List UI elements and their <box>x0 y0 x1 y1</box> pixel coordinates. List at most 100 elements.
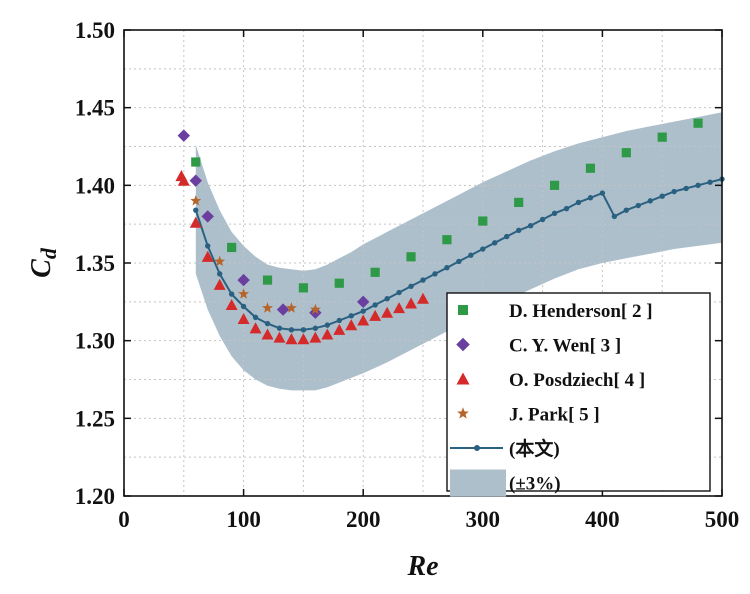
triangle-point <box>369 309 382 321</box>
legend-label: (本文) <box>509 437 560 460</box>
present-study-point <box>683 185 689 192</box>
legend-swatch-band <box>450 469 506 497</box>
present-study-point <box>444 264 450 271</box>
present-study-point <box>240 303 247 310</box>
triangle-point <box>213 278 226 290</box>
present-study-point <box>659 193 665 199</box>
triangle-point <box>333 323 346 335</box>
triangle-point <box>261 328 274 340</box>
present-study-point <box>671 188 677 195</box>
diamond-point <box>356 295 370 309</box>
present-study-point <box>695 182 701 189</box>
present-study-point <box>551 210 558 216</box>
x-axis-title: Re <box>406 551 438 582</box>
y-axis-title: Cd <box>26 247 61 278</box>
triangle-point <box>417 292 429 304</box>
present-study-point <box>527 223 534 229</box>
square-point <box>442 235 452 245</box>
triangle-point <box>189 216 202 228</box>
present-study-point <box>480 246 486 252</box>
triangle-point <box>309 331 322 343</box>
present-study-point <box>432 271 438 277</box>
y-tick-label: 1.35 <box>75 251 115 276</box>
present-study-point <box>504 233 510 240</box>
present-study-point <box>228 291 235 297</box>
square-point <box>298 283 308 293</box>
present-study-point <box>276 325 283 331</box>
triangle-point <box>237 312 250 325</box>
star-point <box>262 302 273 313</box>
legend-label: O. Posdziech[ 4 ] <box>509 370 645 391</box>
y-tick-label: 1.30 <box>75 329 115 354</box>
band-layer <box>195 112 723 391</box>
present-study-point <box>611 213 618 220</box>
present-study-point <box>324 322 331 328</box>
y-tick-label: 1.50 <box>75 18 115 43</box>
present-study-point <box>264 320 271 327</box>
square-point <box>191 157 201 167</box>
triangle-point <box>249 322 262 334</box>
present-study-point <box>492 240 498 246</box>
diamond-point <box>177 129 191 142</box>
triangle-point <box>345 319 358 331</box>
present-study-point <box>575 199 582 206</box>
square-point <box>262 275 273 285</box>
present-study-point <box>599 190 606 196</box>
x-tick-label: 500 <box>705 507 740 532</box>
present-study-point <box>252 314 259 321</box>
diamond-point <box>189 174 202 187</box>
x-tick-label: 400 <box>585 507 620 532</box>
y-tick-label: 1.20 <box>75 484 115 509</box>
tick-layer: 0 100 200 300 400 500 1.20 1.25 1.30 1.35 1.40 1.45… <box>75 18 740 532</box>
square-point <box>227 242 237 253</box>
star-point <box>238 288 250 299</box>
square-point <box>478 216 488 226</box>
present-study-point <box>468 252 474 258</box>
triangle-point <box>357 314 370 326</box>
square-point <box>370 267 380 277</box>
star-point <box>309 303 321 315</box>
present-study-point <box>635 202 641 209</box>
legend-label: J. Park[ 5 ] <box>509 405 600 426</box>
present-study-point <box>336 317 342 324</box>
legend-label: D. Henderson[ 2 ] <box>509 301 653 322</box>
x-tick-label: 100 <box>226 507 261 532</box>
square-point <box>657 132 667 142</box>
legend-swatch-dot <box>474 445 480 451</box>
square-point <box>334 278 344 288</box>
square-point <box>621 148 631 158</box>
square-point <box>549 180 560 190</box>
present-study-point <box>456 258 462 265</box>
star-point <box>214 255 226 267</box>
present-study-point <box>396 289 402 296</box>
legend-swatch-diamond <box>456 337 470 352</box>
present-study-point <box>288 327 295 333</box>
present-study-point <box>623 207 630 213</box>
present-study-point <box>360 308 366 314</box>
triangle-point <box>393 302 406 314</box>
legend-swatch-square <box>458 305 468 315</box>
diamond-point <box>237 273 250 287</box>
star-point <box>190 195 202 206</box>
present-study-point <box>539 216 546 223</box>
triangle-point <box>177 174 190 186</box>
y-tick-label: 1.25 <box>75 406 115 431</box>
triangle-point <box>381 306 394 318</box>
present-study-point <box>216 271 223 277</box>
x-tick-label: 300 <box>466 507 501 532</box>
present-study-point <box>205 243 211 249</box>
square-point <box>585 163 596 173</box>
uncertainty-band <box>195 112 723 391</box>
present-study-point <box>384 296 390 302</box>
present-study-point <box>300 327 307 333</box>
square-point <box>406 252 416 262</box>
x-tick-label: 0 <box>118 507 130 532</box>
triangle-point <box>225 298 238 311</box>
triangle-point <box>297 333 310 345</box>
legend-swatch-star <box>457 407 469 419</box>
legend: D. Henderson[ 2 ] C. Y. Wen[ 3 ] O. Posdzi… <box>446 292 711 497</box>
legend-label: (±3%) <box>509 474 561 495</box>
present-study-point <box>193 207 199 213</box>
